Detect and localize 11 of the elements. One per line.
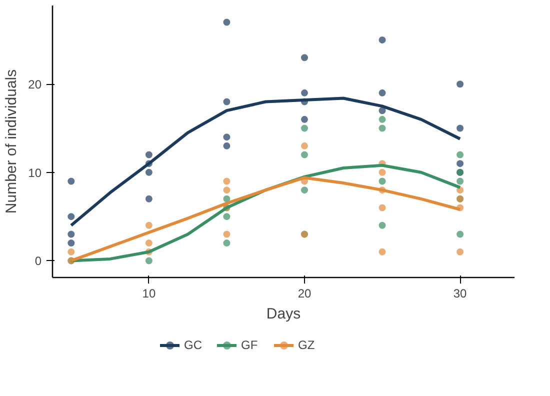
y-tick-label: 0 xyxy=(34,254,42,268)
x-tick-label: 30 xyxy=(453,286,468,300)
y-tick-label: 10 xyxy=(28,166,42,180)
y-tick-label: 20 xyxy=(28,78,42,92)
y-axis-title: Number of individuals xyxy=(3,69,20,214)
legend-label: GF xyxy=(241,338,259,352)
legend-label: GC xyxy=(184,338,203,352)
x-tick-label: 20 xyxy=(298,286,312,300)
x-axis-title: Days xyxy=(266,306,301,322)
x-tick-label: 10 xyxy=(142,286,156,300)
legend-label: GZ xyxy=(298,338,316,352)
